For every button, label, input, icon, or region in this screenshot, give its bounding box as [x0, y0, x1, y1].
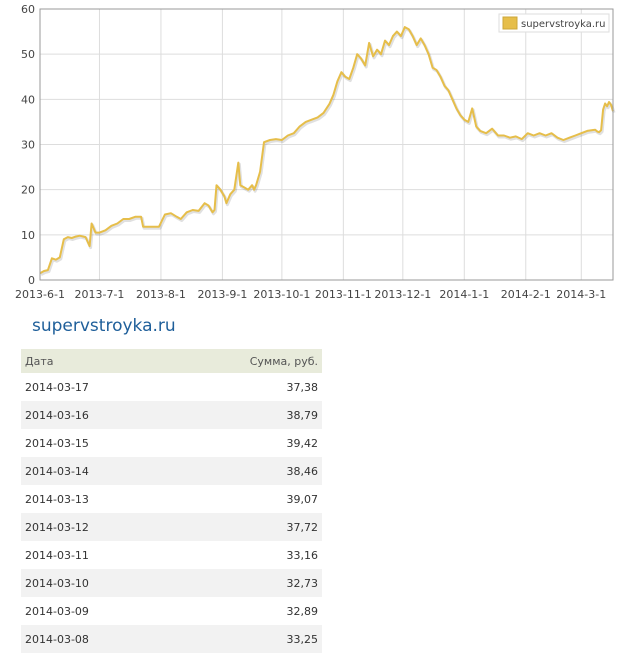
y-axis: 0 10 20 30 40 50 60 [21, 3, 35, 287]
x-tick-label: 2014-3-1 [556, 288, 606, 301]
site-title[interactable]: supervstroyka.ru [32, 316, 176, 336]
table-row: 2014-03-14 38,46 [21, 457, 322, 485]
x-tick-label: 2013-6-1 [15, 288, 65, 301]
sum-cell: 32,73 [167, 569, 322, 597]
legend-label: supervstroyka.ru [521, 19, 606, 30]
sum-cell: 33,25 [167, 625, 322, 653]
y-tick-label: 20 [21, 184, 35, 197]
date-cell: 2014-03-08 [21, 625, 168, 653]
data-table: Дата Сумма, руб. 2014-03-17 37,38 2014-0… [21, 349, 322, 653]
plot-frame [39, 8, 614, 281]
table-row: 2014-03-08 33,25 [21, 625, 322, 653]
date-cell: 2014-03-15 [21, 429, 168, 457]
date-column-header: Дата [21, 349, 168, 373]
table-row: 2014-03-17 37,38 [21, 373, 322, 401]
table-row: 2014-03-16 38,79 [21, 401, 322, 429]
sum-cell: 33,16 [167, 541, 322, 569]
table-row: 2014-03-13 39,07 [21, 485, 322, 513]
x-tick-label: 2013-12-1 [374, 288, 431, 301]
x-tick-label: 2013-8-1 [136, 288, 186, 301]
legend-swatch [502, 16, 518, 30]
table-row: 2014-03-09 32,89 [21, 597, 322, 625]
y-tick-label: 0 [28, 274, 35, 287]
x-tick-label: 2014-1-1 [439, 288, 489, 301]
series-shadow [40, 27, 616, 277]
table-row: 2014-03-12 37,72 [21, 513, 322, 541]
date-cell: 2014-03-12 [21, 513, 168, 541]
table-row: 2014-03-10 32,73 [21, 569, 322, 597]
grid [39, 8, 613, 281]
date-cell: 2014-03-14 [21, 457, 168, 485]
x-tick-label: 2014-2-1 [501, 288, 551, 301]
x-tick-label: 2013-10-1 [253, 288, 310, 301]
sum-cell: 38,46 [167, 457, 322, 485]
date-cell: 2014-03-11 [21, 541, 168, 569]
sum-cell: 32,89 [167, 597, 322, 625]
series-layer [39, 26, 616, 277]
y-tick-label: 30 [21, 139, 35, 152]
y-tick-label: 40 [21, 93, 35, 106]
date-cell: 2014-03-13 [21, 485, 168, 513]
sum-column-header: Сумма, руб. [167, 349, 322, 373]
x-tick-label: 2013-7-1 [75, 288, 125, 301]
y-tick-label: 60 [21, 3, 35, 16]
table-header-row: Дата Сумма, руб. [21, 349, 322, 373]
sum-cell: 37,72 [167, 513, 322, 541]
date-cell: 2014-03-16 [21, 401, 168, 429]
sum-cell: 39,07 [167, 485, 322, 513]
date-cell: 2014-03-10 [21, 569, 168, 597]
x-tick-label: 2013-11-1 [315, 288, 372, 301]
date-cell: 2014-03-17 [21, 373, 168, 401]
y-tick-label: 50 [21, 48, 35, 61]
legend: supervstroyka.ru [498, 13, 610, 33]
sum-cell: 39,42 [167, 429, 322, 457]
table-row: 2014-03-11 33,16 [21, 541, 322, 569]
date-cell: 2014-03-09 [21, 597, 168, 625]
series-line [39, 26, 614, 275]
legend-box [498, 13, 610, 33]
sum-cell: 38,79 [167, 401, 322, 429]
table-row: 2014-03-15 39,42 [21, 429, 322, 457]
x-axis: 2013-6-1 2013-7-1 2013-8-1 2013-9-1 2013-10-… [15, 288, 606, 301]
y-tick-label: 10 [21, 229, 35, 242]
sum-cell: 37,38 [167, 373, 322, 401]
x-tick-label: 2013-9-1 [197, 288, 247, 301]
